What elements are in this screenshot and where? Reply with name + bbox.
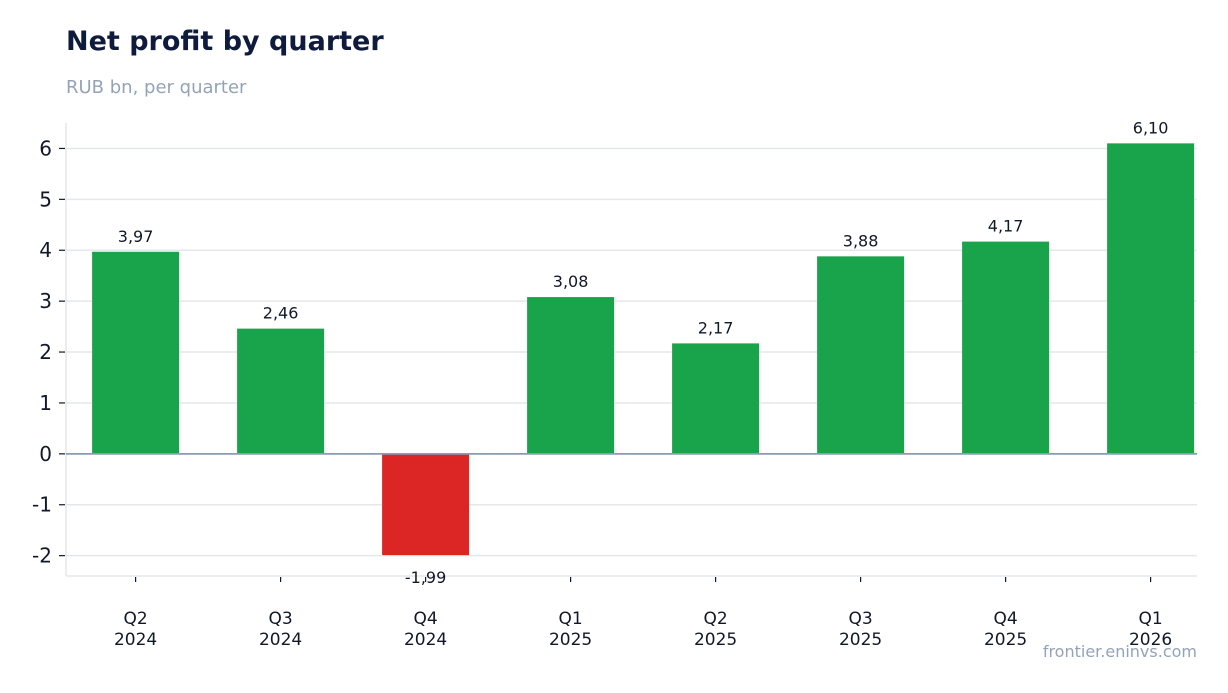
source-credit: frontier.eninvs.com — [1042, 642, 1197, 661]
data-label: 3,97 — [118, 227, 154, 246]
y-tick-label: 4 — [39, 238, 52, 262]
x-tick-label-year: 2025 — [549, 630, 592, 650]
x-tick-label-quarter: Q3 — [848, 609, 872, 629]
y-tick-label: 5 — [39, 187, 52, 211]
chart-title: Net profit by quarter — [66, 26, 384, 57]
x-tick-label-quarter: Q3 — [268, 609, 292, 629]
x-tick-label-quarter: Q2 — [703, 609, 727, 629]
data-label: 4,17 — [988, 217, 1024, 236]
y-tick-label: 2 — [39, 340, 52, 364]
bar — [527, 297, 615, 454]
y-tick-label: -1 — [32, 493, 52, 517]
data-label: 3,88 — [843, 231, 879, 250]
bar — [1107, 143, 1195, 454]
data-label: 2,17 — [698, 318, 734, 337]
bar — [962, 241, 1050, 454]
bar — [817, 256, 905, 454]
x-tick-label-quarter: Q4 — [413, 609, 437, 629]
bar — [237, 328, 325, 454]
y-tick-label: 1 — [39, 391, 52, 415]
bar — [672, 343, 760, 454]
y-tick-label: 6 — [39, 136, 52, 160]
bar — [382, 453, 470, 556]
x-tick-label-year: 2026 — [1129, 630, 1172, 650]
x-tick-label-quarter: Q1 — [1138, 609, 1162, 629]
data-label: 6,10 — [1133, 118, 1169, 137]
x-tick-label-year: 2024 — [404, 630, 447, 650]
y-tick-label: 0 — [39, 442, 52, 466]
x-tick-label-year: 2025 — [694, 630, 737, 650]
bar — [92, 251, 180, 454]
x-tick-label-quarter: Q4 — [993, 609, 1017, 629]
x-tick-label-year: 2025 — [984, 630, 1027, 650]
data-label: 3,08 — [553, 272, 589, 291]
x-tick-label-year: 2025 — [839, 630, 882, 650]
x-tick-label-quarter: Q2 — [123, 609, 147, 629]
x-tick-label-year: 2024 — [114, 630, 157, 650]
y-tick-label: -2 — [32, 544, 52, 568]
chart-subtitle: RUB bn, per quarter — [66, 77, 247, 98]
y-tick-label: 3 — [39, 289, 52, 313]
x-tick-label-quarter: Q1 — [558, 609, 582, 629]
x-tick-label-year: 2024 — [259, 630, 302, 650]
data-label: 2,46 — [263, 304, 299, 323]
